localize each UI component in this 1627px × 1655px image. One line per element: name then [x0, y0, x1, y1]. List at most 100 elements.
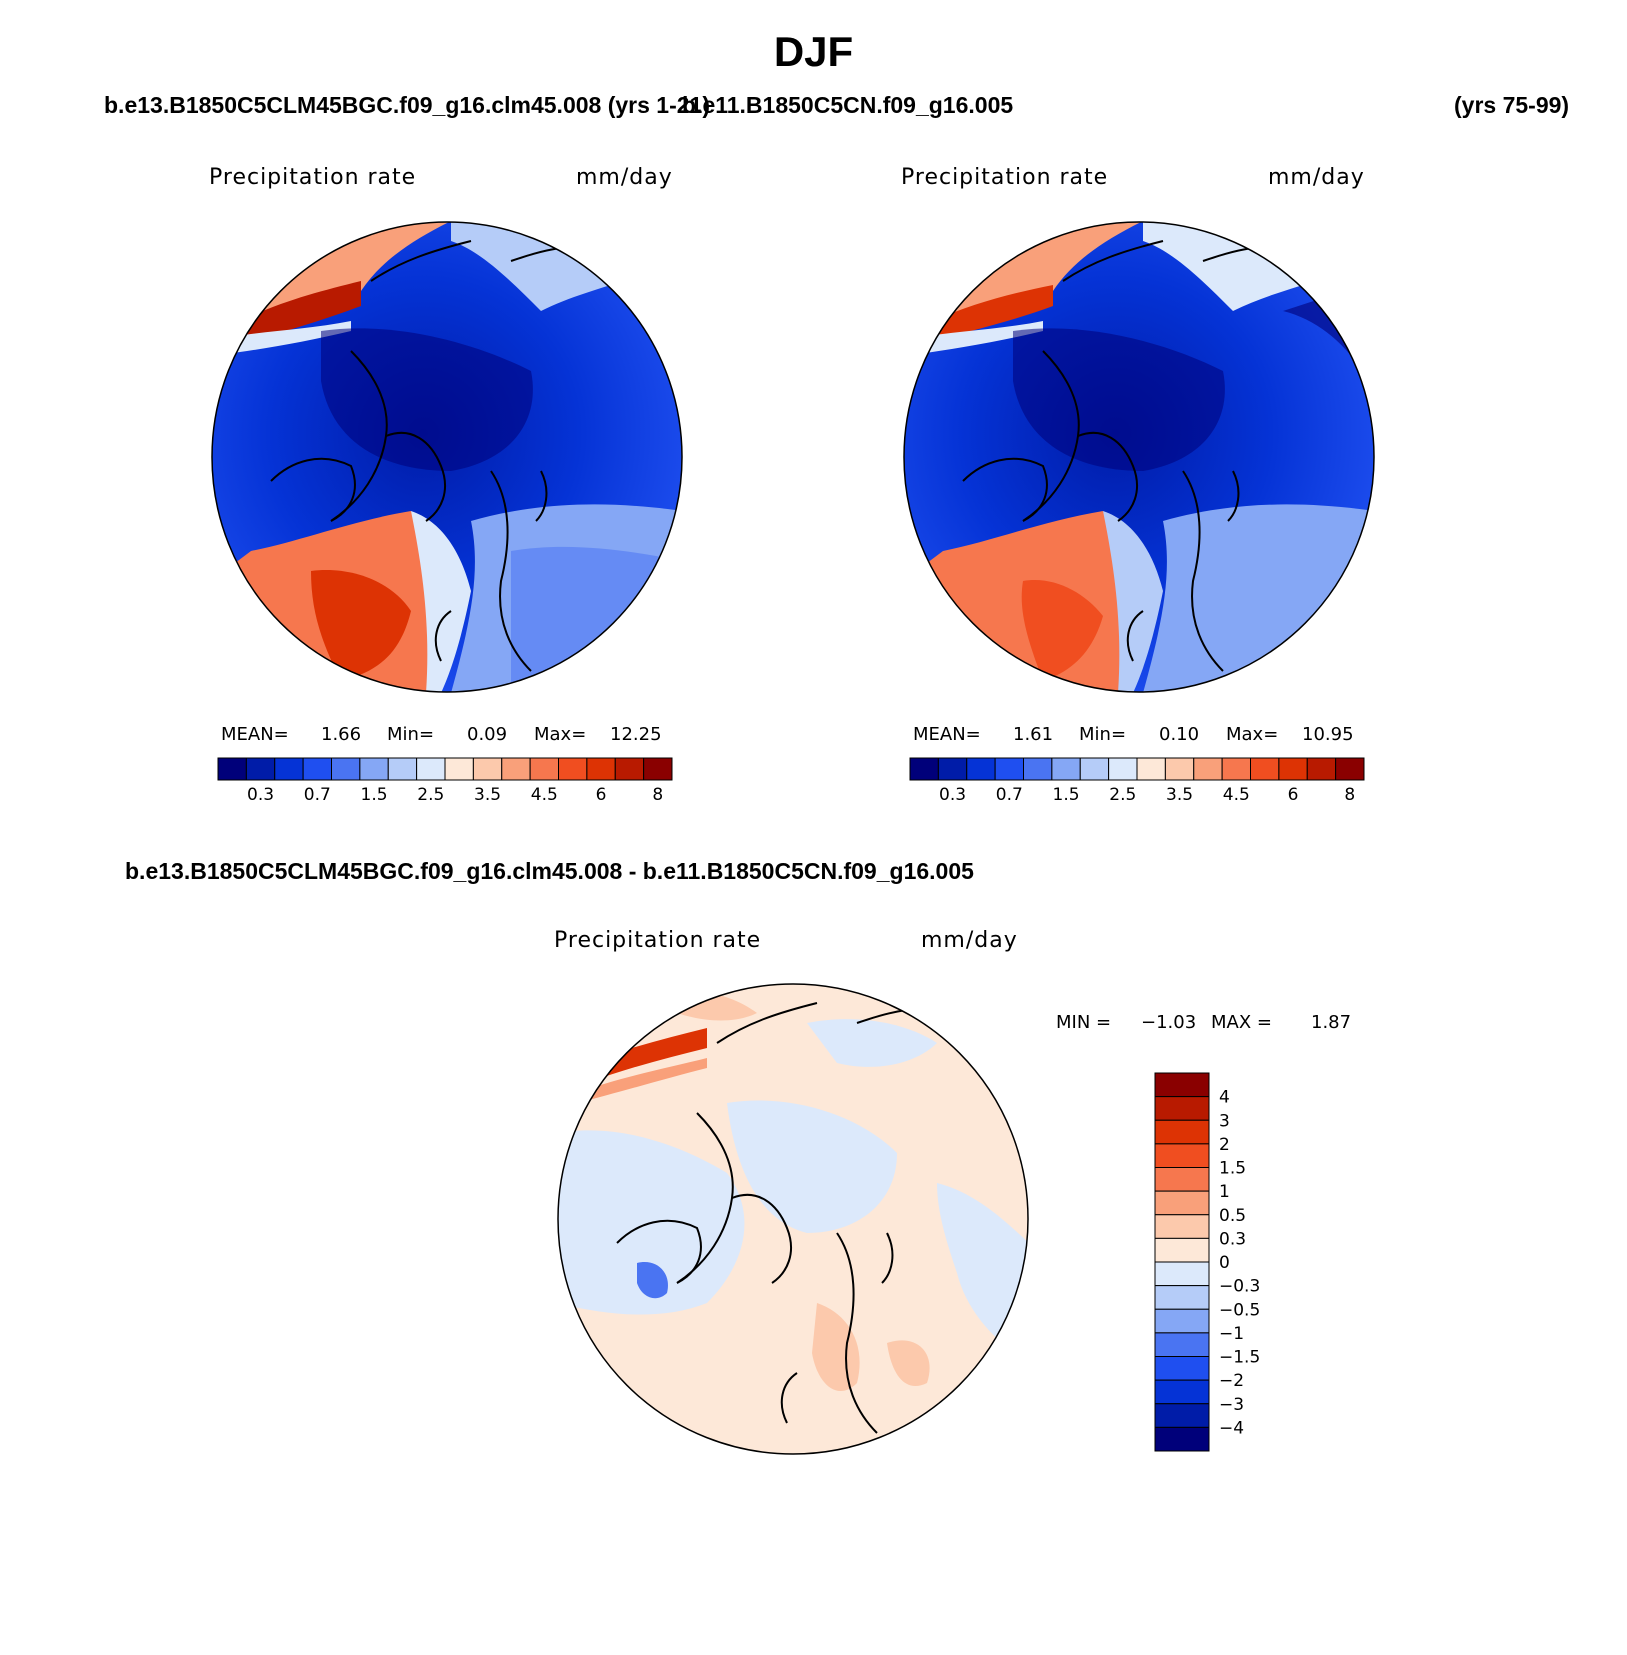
panel2-colorbar-tick-label: 2.5 [1109, 785, 1136, 805]
panel1-colorbar-tick-label: 2.5 [417, 785, 444, 805]
panel2-mean-value: 1.61 [1013, 724, 1054, 745]
panel3-colorbar-tick-label: −3 [1219, 1395, 1244, 1415]
panel3-colorbar-box [1154, 1237, 1210, 1263]
panel1-colorbar: 0.3 0.7 1.5 2.5 3.5 4.5 6 8 [217, 757, 673, 805]
panel3-min-label: MIN = [1056, 1012, 1112, 1033]
panel1-colorbar-tick-label: 0.3 [247, 785, 274, 805]
panel3-colorbar-tick-label: 3 [1219, 1111, 1230, 1131]
panel2-colorbar-tick-label: 0.7 [996, 785, 1023, 805]
case2-title: b.e11.B1850C5CN.f09_g16.005 [682, 92, 1014, 118]
panel2-colorbar-box [1278, 757, 1308, 781]
panel2-colorbar-box [1136, 757, 1166, 781]
panel1-colorbar-box [529, 757, 559, 781]
panel2-colorbar-box [1108, 757, 1138, 781]
panel1-colorbar-tick-label: 8 [652, 785, 663, 805]
panel1-colorbar-box [501, 757, 531, 781]
panel2-variable-label: Precipitation rate [901, 165, 1109, 190]
panel3-colorbar-box [1154, 1261, 1210, 1287]
panel2-colorbar-tick-label: 4.5 [1223, 785, 1250, 805]
panel2-units-label: mm/day [1268, 165, 1365, 190]
panel3-colorbar-box [1154, 1167, 1210, 1192]
panel3-colorbar-tick-label: 0.5 [1219, 1206, 1246, 1226]
panel3-colorbar-tick-label: 0.3 [1219, 1229, 1246, 1249]
panel3-colorbar-box [1154, 1426, 1210, 1452]
panel1-colorbar-box [643, 757, 673, 781]
panel1-colorbar-box [558, 757, 588, 781]
panel3-colorbar-box [1154, 1308, 1210, 1334]
panel3-colorbar-tick-label: 4 [1219, 1088, 1230, 1108]
panel3-min-value: −1.03 [1141, 1012, 1197, 1033]
panel3-max-value: 1.87 [1311, 1012, 1352, 1033]
panel3-colorbar-tick-label: 1 [1219, 1182, 1230, 1202]
panel2-colorbar-tick-label: 3.5 [1166, 785, 1193, 805]
panel3-polar-map [557, 983, 1029, 1455]
panel3-colorbar-tick-label: −4 [1219, 1418, 1244, 1438]
panel1-colorbar-box [274, 757, 304, 781]
panel2-min-value: 0.10 [1159, 724, 1200, 745]
panel1-colorbar-box [387, 757, 418, 781]
panel3-colorbar-box [1154, 1332, 1210, 1357]
panel1-variable-label: Precipitation rate [209, 165, 417, 190]
panel1-mean-label: MEAN= [221, 724, 289, 745]
panel2-colorbar-box [937, 757, 968, 781]
panel1-colorbar-box [302, 757, 332, 781]
panel3-colorbar-tick-label: −0.3 [1219, 1277, 1260, 1297]
panel1-colorbar-box [359, 757, 389, 781]
panel2-colorbar-box [1250, 757, 1280, 781]
panel1-units-label: mm/day [576, 165, 673, 190]
panel2-colorbar-box [1193, 757, 1223, 781]
panel1-colorbar-box [614, 757, 645, 781]
panel2-polar-map [903, 221, 1375, 693]
panel2-colorbar-box [1335, 757, 1365, 781]
panel2-colorbar-tick-label: 6 [1288, 785, 1299, 805]
case1-title: b.e13.B1850C5CLM45BGC.f09_g16.clm45.008 … [104, 92, 710, 118]
panel1-colorbar-tick-label: 3.5 [474, 785, 501, 805]
case2-years: (yrs 75-99) [1454, 92, 1570, 118]
panel1-colorbar-box [331, 757, 361, 781]
panel3-colorbar-tick-label: −1.5 [1219, 1348, 1260, 1368]
panel3-colorbar-tick-label: −0.5 [1219, 1300, 1260, 1320]
panel3-colorbar-box [1154, 1119, 1210, 1145]
diff-title: b.e13.B1850C5CLM45BGC.f09_g16.clm45.008 … [125, 858, 974, 884]
panel1-colorbar-tick-label: 6 [596, 785, 607, 805]
panel2-colorbar: 0.3 0.7 1.5 2.5 3.5 4.5 6 8 [909, 757, 1365, 805]
panel1-colorbar-box [472, 757, 503, 781]
panel3-colorbar-box [1154, 1285, 1210, 1310]
panel2-colorbar-box [1023, 757, 1053, 781]
panel2-colorbar-box [1079, 757, 1110, 781]
panel2-colorbar-tick-label: 0.3 [939, 785, 966, 805]
panel2-colorbar-box [1221, 757, 1251, 781]
panel3-colorbar-box [1154, 1214, 1210, 1239]
panel3-colorbar-box [1154, 1096, 1210, 1121]
panel1-max-label: Max= [534, 724, 587, 745]
panel3-colorbar-tick-label: 0 [1219, 1253, 1230, 1273]
panel1-polar-map [211, 221, 683, 693]
panel3-colorbar-box [1154, 1403, 1210, 1428]
panel3-colorbar-tick-label: 1.5 [1219, 1159, 1246, 1179]
panel1-min-value: 0.09 [467, 724, 508, 745]
panel2-colorbar-box [1164, 757, 1195, 781]
panel1-colorbar-tick-label: 1.5 [361, 785, 388, 805]
panel3-units-label: mm/day [921, 928, 1018, 953]
panel1-colorbar-tick-label: 4.5 [531, 785, 558, 805]
panel3-colorbar-tick-label: −1 [1219, 1324, 1244, 1344]
panel3-colorbar-box [1154, 1143, 1210, 1168]
panel3-colorbar-box [1154, 1072, 1210, 1098]
panel1-mean-value: 1.66 [321, 724, 362, 745]
panel3-colorbar-box [1154, 1356, 1210, 1381]
panel3-colorbar-box [1154, 1379, 1210, 1405]
figure-title: DJF [773, 28, 854, 75]
panel2-colorbar-tick-label: 1.5 [1053, 785, 1080, 805]
panel2-mean-label: MEAN= [913, 724, 981, 745]
panel1-colorbar-box [217, 757, 247, 781]
panel2-max-label: Max= [1226, 724, 1279, 745]
panel2-colorbar-tick-label: 8 [1344, 785, 1355, 805]
panel2-colorbar-box [909, 757, 939, 781]
panel3-colorbar: 4 3 2 1.5 1 0.5 0.3 0 −0.3 −0.5 −1 −1.5 −2 −3 −4 [1154, 1072, 1260, 1452]
panel2-colorbar-box [1306, 757, 1337, 781]
panel1-colorbar-box [444, 757, 474, 781]
panel1-min-label: Min= [387, 724, 435, 745]
panel3-colorbar-tick-label: −2 [1219, 1371, 1244, 1391]
panel1-colorbar-box [586, 757, 616, 781]
panel1-colorbar-tick-label: 0.7 [304, 785, 331, 805]
